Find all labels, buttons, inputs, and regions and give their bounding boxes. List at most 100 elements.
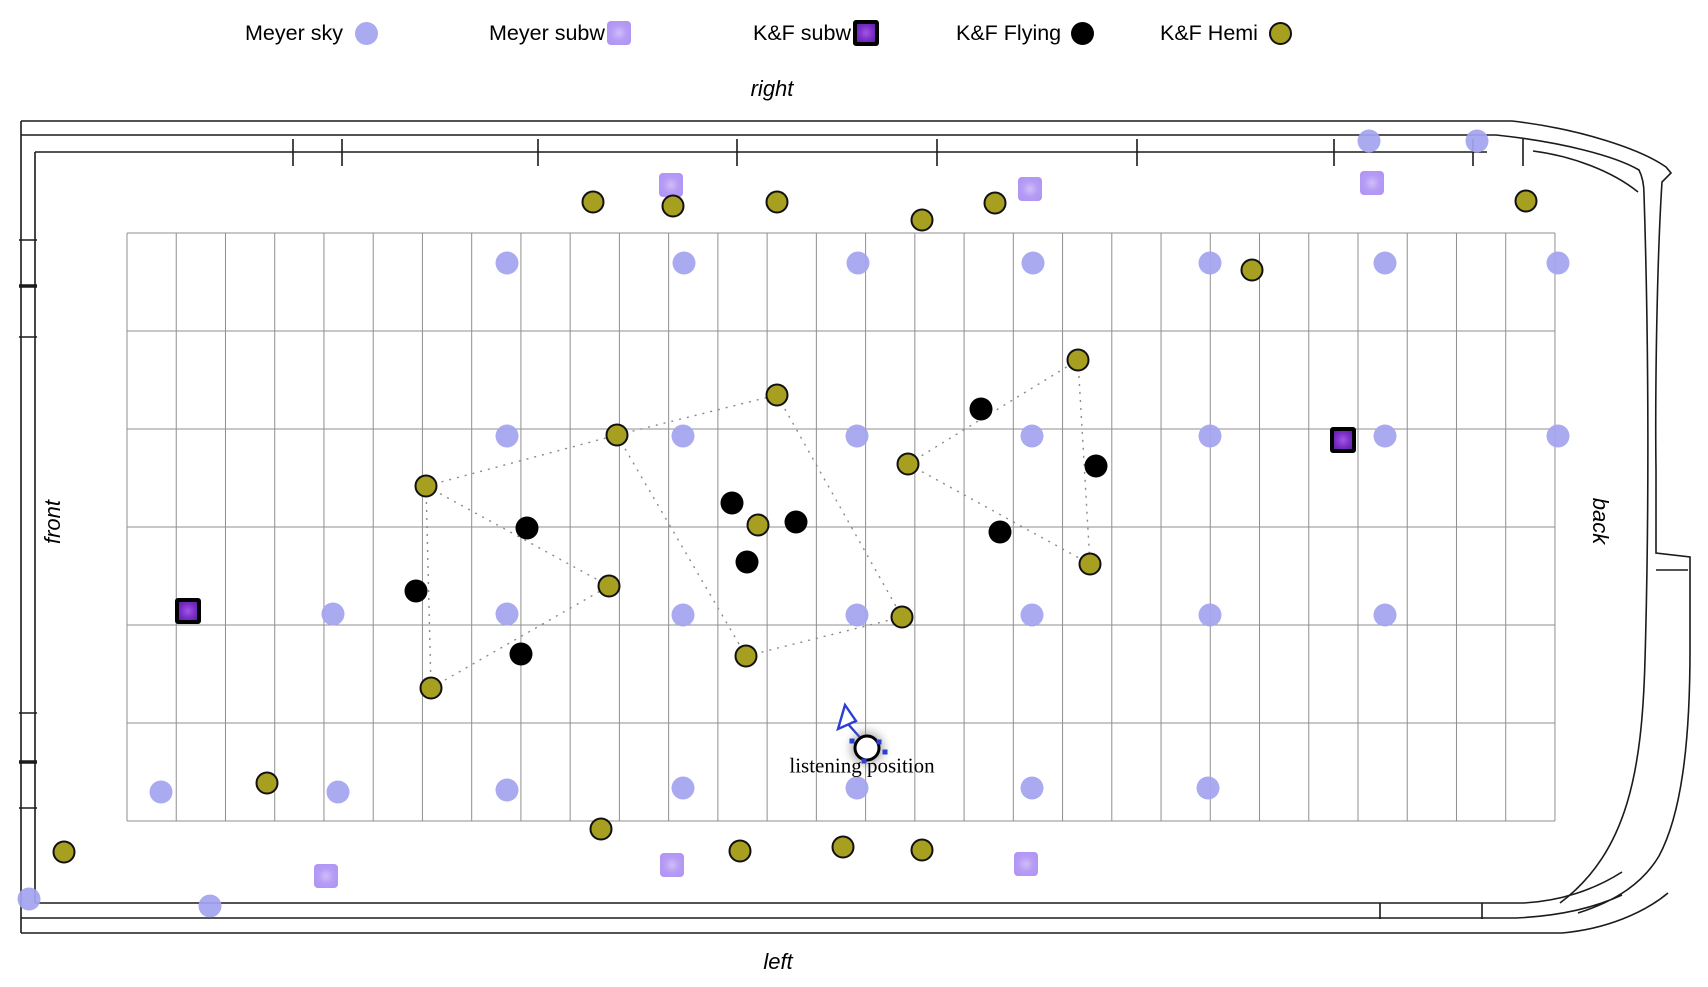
legend-label-kf-subw: K&F subw xyxy=(753,20,851,45)
kf-flying-marker[interactable] xyxy=(509,642,533,666)
kf-hemi-marker[interactable] xyxy=(589,817,613,841)
legend-item-meyer-sky: Meyer sky xyxy=(245,18,378,48)
selection-handle[interactable] xyxy=(876,739,882,745)
meyer-sky-marker[interactable] xyxy=(845,424,869,448)
kf-hemi-marker[interactable] xyxy=(910,208,934,232)
legend-label-meyer-sky: Meyer sky xyxy=(245,20,343,45)
legend-item-kf-subw: K&F subw xyxy=(753,18,879,48)
wall-inner xyxy=(34,150,1639,904)
kf-hemi-marker[interactable] xyxy=(1066,348,1090,372)
kf-hemi-marker[interactable] xyxy=(910,838,934,862)
speaker-aiming-dotted-lines xyxy=(425,359,1091,689)
meyer-sky-marker[interactable] xyxy=(671,603,695,627)
legend-label-kf-hemi: K&F Hemi xyxy=(1160,20,1258,45)
kf-flying-marker[interactable] xyxy=(735,550,759,574)
kf-hemi-marker[interactable] xyxy=(983,191,1007,215)
meyer-sky-marker[interactable] xyxy=(495,424,519,448)
listening-position-label: listening position xyxy=(789,753,935,778)
kf-subw-marker[interactable] xyxy=(175,598,201,624)
kf-flying-marker[interactable] xyxy=(988,520,1012,544)
kf-hemi-marker[interactable] xyxy=(1514,189,1538,213)
kf-hemi-marker[interactable] xyxy=(831,835,855,859)
meyer-sky-marker[interactable] xyxy=(1373,424,1397,448)
kf-hemi-marker[interactable] xyxy=(728,839,752,863)
meyer-sky-marker[interactable] xyxy=(1020,603,1044,627)
listening-position-marker[interactable] xyxy=(853,734,881,762)
kf-hemi-marker[interactable] xyxy=(419,676,443,700)
legend-label-kf-flying: K&F Flying xyxy=(956,20,1062,45)
kf-hemi-swatch-icon xyxy=(1268,21,1292,45)
meyer-sky-marker[interactable] xyxy=(671,776,695,800)
kf-hemi-marker[interactable] xyxy=(896,452,920,476)
kf-hemi-marker[interactable] xyxy=(1078,552,1102,576)
kf-flying-marker[interactable] xyxy=(720,491,744,515)
kf-hemi-marker[interactable] xyxy=(255,771,279,795)
meyer-sky-marker[interactable] xyxy=(1198,424,1222,448)
meyer-sky-marker[interactable] xyxy=(1465,129,1489,153)
kf-flying-marker[interactable] xyxy=(515,516,539,540)
meyer-sky-marker[interactable] xyxy=(1020,424,1044,448)
meyer-sky-marker[interactable] xyxy=(495,602,519,626)
meyer-sky-marker[interactable] xyxy=(1373,251,1397,275)
kf-subw-marker[interactable] xyxy=(1330,427,1356,453)
meyer-sky-marker[interactable] xyxy=(1357,129,1381,153)
meyer-sky-marker[interactable] xyxy=(672,251,696,275)
meyer-sky-marker[interactable] xyxy=(495,778,519,802)
meyer-subw-marker[interactable] xyxy=(1018,177,1042,201)
meyer-subw-swatch-icon xyxy=(606,21,631,45)
meyer-subw-marker[interactable] xyxy=(314,864,338,888)
kf-flying-marker[interactable] xyxy=(784,510,808,534)
meyer-sky-marker[interactable] xyxy=(1021,251,1045,275)
meyer-sky-marker[interactable] xyxy=(1546,424,1570,448)
kf-flying-swatch-icon xyxy=(1071,21,1095,45)
meyer-sky-marker[interactable] xyxy=(149,780,173,804)
wall-segment-ticks xyxy=(19,139,1524,919)
selection-handle[interactable] xyxy=(861,758,867,764)
kf-flying-marker[interactable] xyxy=(1084,454,1108,478)
meyer-sky-marker[interactable] xyxy=(1198,603,1222,627)
meyer-subw-marker[interactable] xyxy=(1014,852,1038,876)
meyer-sky-swatch-icon xyxy=(354,21,378,45)
wall-second-line xyxy=(21,134,1649,904)
kf-hemi-marker[interactable] xyxy=(605,423,629,447)
meyer-sky-marker[interactable] xyxy=(495,251,519,275)
kf-hemi-marker[interactable] xyxy=(765,190,789,214)
meyer-sky-marker[interactable] xyxy=(845,603,869,627)
kf-hemi-marker[interactable] xyxy=(734,644,758,668)
kf-hemi-marker[interactable] xyxy=(765,383,789,407)
orientation-label-left: left xyxy=(763,949,793,974)
meyer-sky-marker[interactable] xyxy=(846,251,870,275)
meyer-sky-marker[interactable] xyxy=(326,780,350,804)
wall-outer xyxy=(20,120,1691,934)
kf-hemi-marker[interactable] xyxy=(661,194,685,218)
meyer-sky-marker[interactable] xyxy=(1373,603,1397,627)
kf-hemi-marker[interactable] xyxy=(414,474,438,498)
meyer-sky-marker[interactable] xyxy=(1020,776,1044,800)
kf-hemi-marker[interactable] xyxy=(52,840,76,864)
meyer-sky-marker[interactable] xyxy=(845,776,869,800)
meyer-subw-marker[interactable] xyxy=(660,853,684,877)
kf-hemi-marker[interactable] xyxy=(581,190,605,214)
meyer-sky-marker[interactable] xyxy=(671,424,695,448)
kf-hemi-marker[interactable] xyxy=(1240,258,1264,282)
legend-label-meyer-subw: Meyer subw xyxy=(489,20,605,45)
kf-flying-marker[interactable] xyxy=(969,397,993,421)
kf-hemi-marker[interactable] xyxy=(597,574,621,598)
meyer-sky-marker[interactable] xyxy=(1196,776,1220,800)
kf-hemi-marker[interactable] xyxy=(746,513,770,537)
meyer-sky-marker[interactable] xyxy=(1198,251,1222,275)
meyer-sky-marker[interactable] xyxy=(321,602,345,626)
legend-item-kf-flying: K&F Flying xyxy=(956,18,1095,48)
kf-hemi-marker[interactable] xyxy=(890,605,914,629)
selection-handle[interactable] xyxy=(849,738,855,744)
kf-flying-marker[interactable] xyxy=(404,579,428,603)
meyer-sky-marker[interactable] xyxy=(1546,251,1570,275)
legend-item-meyer-subw: Meyer subw xyxy=(489,18,631,48)
meyer-subw-marker[interactable] xyxy=(1360,171,1384,195)
meyer-sky-marker[interactable] xyxy=(198,894,222,918)
orientation-label-back: back xyxy=(1588,497,1613,545)
meyer-sky-marker[interactable] xyxy=(17,887,41,911)
kf-subw-swatch-icon xyxy=(852,20,879,46)
selection-handle[interactable] xyxy=(882,749,888,755)
meyer-subw-marker[interactable] xyxy=(659,173,683,197)
